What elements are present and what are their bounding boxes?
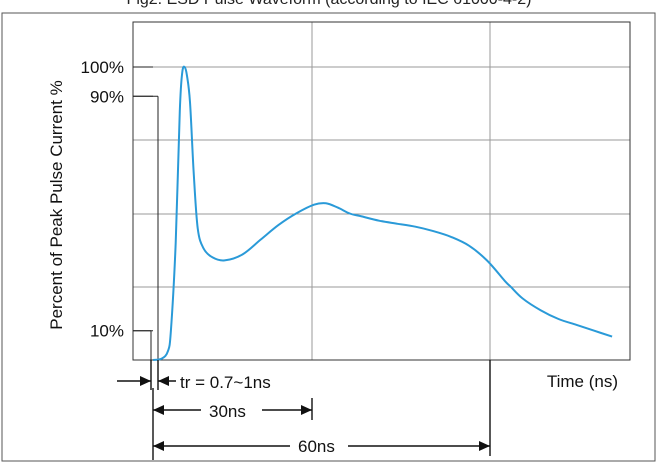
y-axis-label: Percent of Peak Pulse Current % [47, 80, 66, 329]
y-tick-label-0: 10% [90, 322, 124, 341]
x-axis-label: Time (ns) [547, 372, 618, 391]
y-tick-label-2: 100% [81, 58, 124, 77]
figure-caption: Fig2. ESD Pulse Waveform (according to I… [0, 0, 658, 11]
y-ticks: 10% 90% 100% [81, 58, 159, 360]
grid [133, 22, 630, 360]
rise-time-label: tr = 0.7~1ns [180, 373, 271, 392]
figure-frame [1, 12, 656, 462]
span-30ns-label: 30ns [209, 402, 246, 421]
dimension-annotations [117, 360, 491, 460]
span-30-left-arrowhead [153, 405, 164, 415]
y-tick-label-1: 90% [90, 87, 124, 106]
span-30-right-arrowhead [301, 405, 312, 415]
span-60ns-label: 60ns [298, 437, 335, 456]
tr-right-arrowhead [158, 376, 169, 386]
span-60-left-arrowhead [153, 441, 164, 451]
tr-left-arrowhead [140, 376, 151, 386]
span-60-right-arrowhead [479, 441, 490, 451]
waveform-series-line [152, 65, 613, 361]
plot-area [132, 21, 631, 361]
